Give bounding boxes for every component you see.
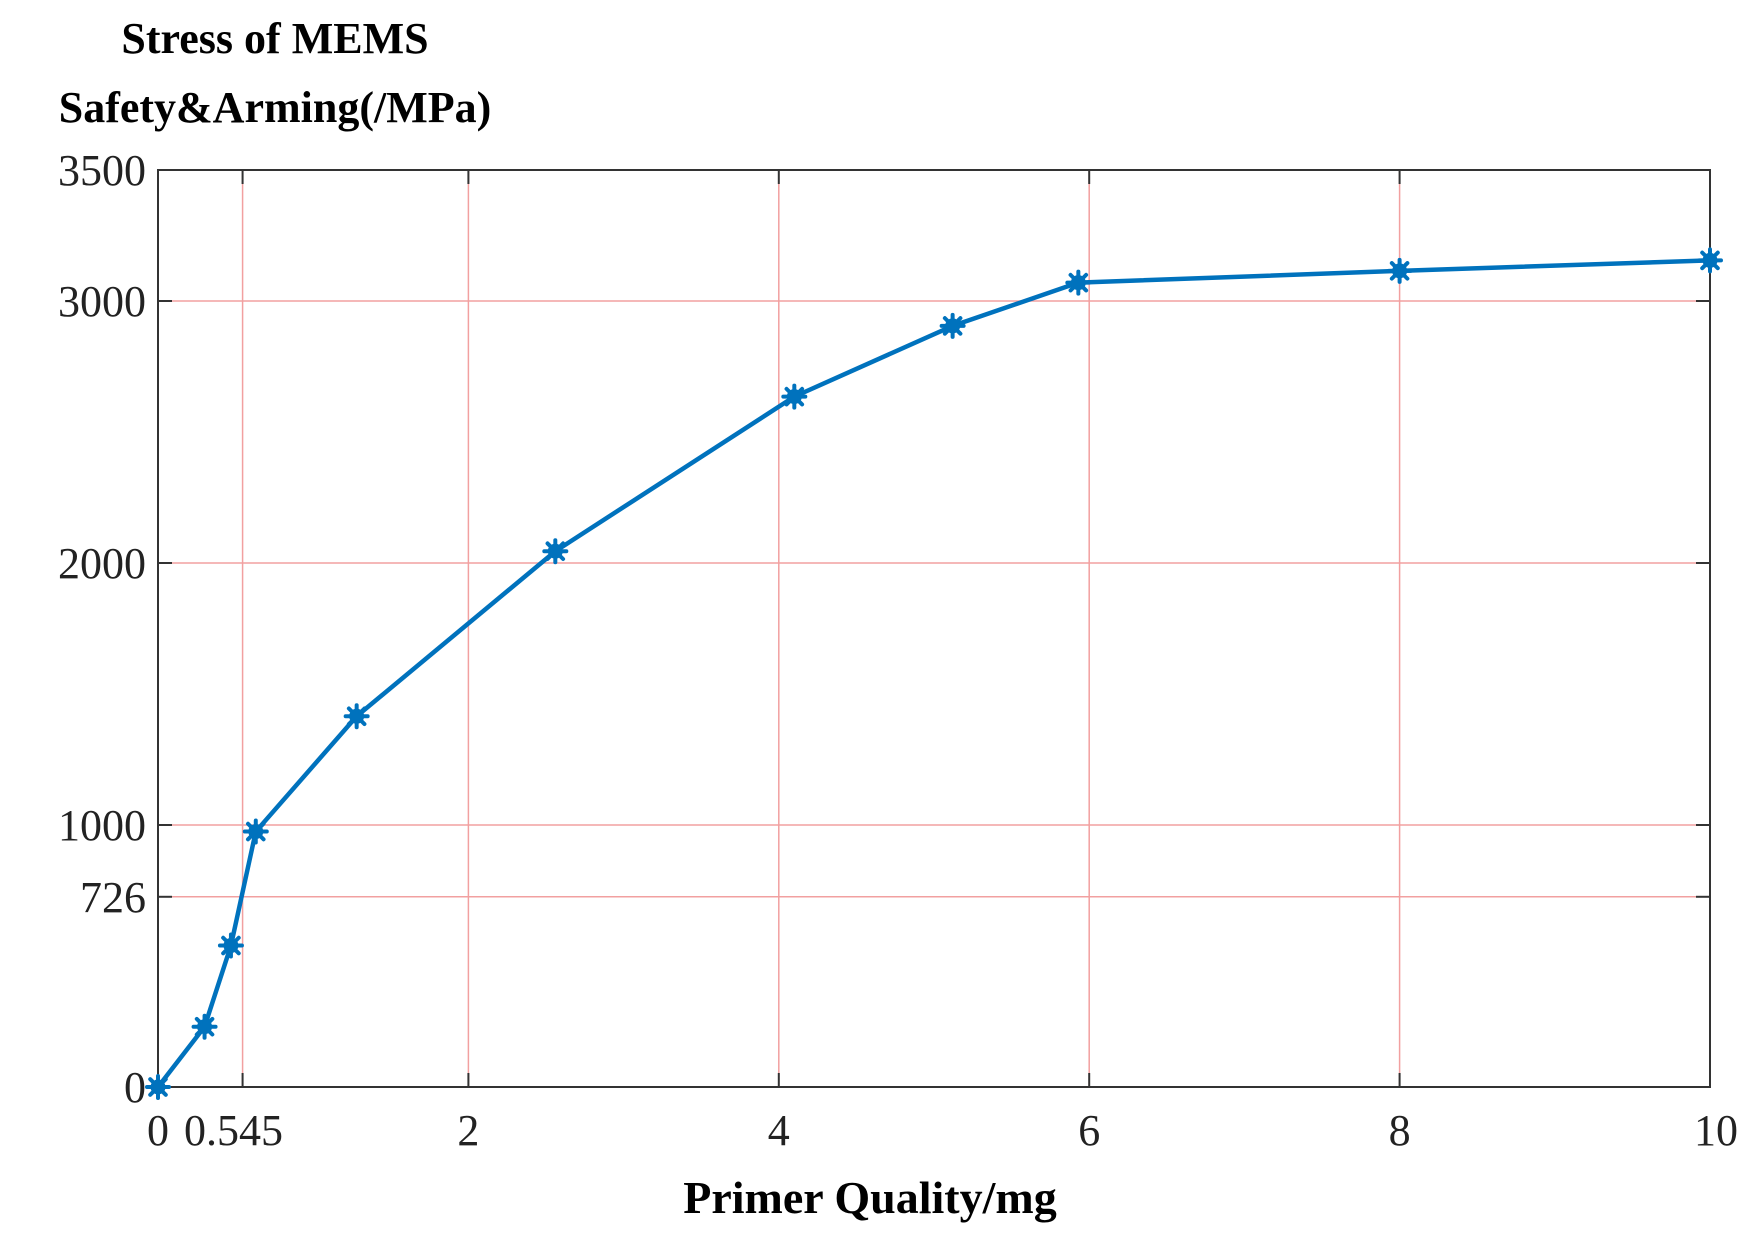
y-tick-label-1: 726 [80, 873, 146, 922]
data-point-0-10 [1697, 247, 1723, 274]
data-point-0-1 [191, 1013, 218, 1040]
data-point-0-9 [1386, 257, 1413, 284]
data-point-spoke [1700, 250, 1720, 271]
y-tick-label-0: 0 [124, 1063, 146, 1112]
series-0-line [156, 258, 1711, 1089]
axes [157, 169, 1711, 1088]
y-tick-label-2: 1000 [58, 801, 146, 850]
data-point-spoke [1389, 261, 1410, 281]
data-point-0-2 [217, 932, 244, 959]
data-point-0-4 [343, 703, 370, 730]
x-tick-label-1: 0.545 [184, 1106, 283, 1155]
data-point-spoke [545, 541, 566, 561]
y-tick-label-3: 2000 [58, 539, 146, 588]
data-point-spoke [784, 386, 805, 407]
data-point-0-0 [145, 1074, 171, 1100]
data-point-0-5 [542, 538, 569, 565]
data-point-0-8 [1065, 269, 1092, 296]
data-point-spoke [1068, 272, 1089, 293]
data-point-spoke [221, 935, 241, 956]
data-point-spoke [346, 706, 367, 727]
x-tick-label-5: 8 [1389, 1106, 1411, 1155]
data-point-spoke [245, 821, 266, 842]
y-tick-label-5: 3500 [58, 146, 146, 195]
x-tick-label-3: 4 [768, 1106, 790, 1155]
y-axis-label-line-2: Safety&Arming(/MPa) [59, 83, 492, 132]
x-tick-label-2: 2 [457, 1106, 479, 1155]
data-point-spoke [148, 1077, 168, 1097]
tick-labels: 0 0.545 2 4 6 8 10 0 726 1000 2000 3000 3500 [58, 146, 1738, 1155]
data-point-0-3 [242, 818, 269, 845]
data-point-0-7 [939, 312, 966, 339]
y-tick-label-4: 3000 [58, 277, 146, 326]
x-axis-label: Primer Quality/mg [683, 1172, 1056, 1223]
x-tick-label-0: 0 [147, 1106, 169, 1155]
data-point-0-6 [781, 383, 808, 410]
grid [158, 170, 1710, 1087]
x-tick-label-4: 6 [1078, 1106, 1100, 1155]
y-axis-label-line-1: Stress of MEMS [121, 14, 428, 63]
series-layer [145, 247, 1723, 1100]
data-point-spoke [942, 316, 963, 336]
data-point-spoke [194, 1016, 215, 1037]
plot-frame [157, 169, 1711, 1088]
x-tick-label-6: 10 [1694, 1106, 1738, 1155]
